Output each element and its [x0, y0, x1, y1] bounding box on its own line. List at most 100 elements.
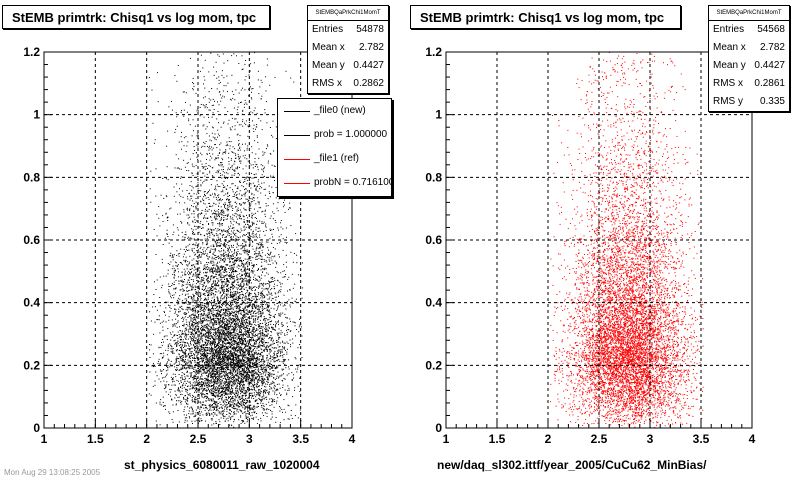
- data-point: [196, 157, 197, 158]
- data-point: [174, 277, 175, 278]
- data-point: [222, 235, 223, 236]
- data-point: [187, 348, 188, 349]
- data-point: [284, 378, 285, 379]
- data-point: [232, 297, 233, 298]
- data-point: [195, 269, 196, 270]
- data-point: [248, 161, 249, 162]
- data-point: [194, 219, 195, 220]
- data-point: [278, 339, 279, 340]
- data-point: [182, 264, 183, 265]
- data-point: [222, 294, 223, 295]
- data-point: [168, 106, 169, 107]
- data-point: [187, 401, 188, 402]
- data-point: [221, 398, 222, 399]
- data-point: [228, 291, 229, 292]
- data-point: [174, 294, 175, 295]
- data-point: [215, 211, 216, 212]
- data-point: [161, 405, 162, 406]
- data-point: [153, 386, 154, 387]
- data-point: [173, 422, 174, 423]
- data-point: [234, 234, 235, 235]
- data-point: [259, 378, 260, 379]
- data-point: [289, 369, 290, 370]
- data-point: [232, 258, 233, 259]
- data-point: [282, 374, 283, 375]
- data-point: [185, 316, 186, 317]
- data-point: [200, 272, 201, 273]
- data-point: [177, 322, 178, 323]
- data-point: [226, 282, 227, 283]
- data-point: [210, 320, 211, 321]
- data-point: [229, 333, 230, 334]
- data-point: [222, 210, 223, 211]
- data-point: [235, 390, 236, 391]
- data-point: [213, 238, 214, 239]
- data-point: [192, 351, 193, 352]
- data-point: [295, 404, 296, 405]
- data-point: [283, 385, 284, 386]
- data-point: [211, 311, 212, 312]
- data-point: [277, 228, 278, 229]
- data-point: [270, 324, 271, 325]
- data-point: [193, 274, 194, 275]
- data-point: [242, 413, 243, 414]
- data-point: [265, 210, 266, 211]
- data-point: [216, 358, 217, 359]
- data-point: [189, 256, 190, 257]
- data-point: [231, 75, 232, 76]
- data-point: [159, 319, 160, 320]
- data-point: [196, 229, 197, 230]
- data-point: [239, 397, 240, 398]
- data-point: [231, 287, 232, 288]
- data-point: [242, 324, 243, 325]
- data-point: [254, 161, 255, 162]
- data-point: [244, 250, 245, 251]
- data-point: [243, 333, 244, 334]
- data-point: [247, 411, 248, 412]
- data-point: [207, 335, 208, 336]
- data-point: [205, 269, 206, 270]
- data-point: [266, 268, 267, 269]
- data-point: [247, 251, 248, 252]
- data-point: [225, 405, 226, 406]
- data-point: [235, 89, 236, 90]
- data-point: [203, 173, 204, 174]
- data-point: [246, 400, 247, 401]
- data-point: [228, 245, 229, 246]
- data-point: [232, 347, 233, 348]
- data-point: [221, 307, 222, 308]
- data-point: [186, 345, 187, 346]
- data-point: [279, 375, 280, 376]
- data-point: [229, 272, 230, 273]
- data-point: [229, 148, 230, 149]
- data-point: [235, 317, 236, 318]
- data-point: [225, 153, 226, 154]
- data-point: [246, 199, 247, 200]
- data-point: [189, 315, 190, 316]
- data-point: [258, 231, 259, 232]
- data-point: [271, 398, 272, 399]
- data-point: [205, 218, 206, 219]
- data-point: [149, 393, 150, 394]
- data-point: [166, 391, 167, 392]
- data-point: [204, 300, 205, 301]
- data-point: [233, 361, 234, 362]
- data-point: [218, 362, 219, 363]
- data-point: [257, 403, 258, 404]
- data-point: [227, 192, 228, 193]
- data-point: [245, 381, 246, 382]
- data-point: [234, 326, 235, 327]
- data-point: [255, 322, 256, 323]
- data-point: [149, 349, 150, 350]
- data-point: [200, 107, 201, 108]
- data-point: [215, 257, 216, 258]
- data-point: [210, 110, 211, 111]
- data-point: [196, 194, 197, 195]
- data-point: [216, 264, 217, 265]
- data-point: [276, 340, 277, 341]
- data-point: [242, 55, 243, 56]
- data-point: [215, 334, 216, 335]
- data-point: [221, 127, 222, 128]
- data-point: [231, 251, 232, 252]
- data-point: [200, 368, 201, 369]
